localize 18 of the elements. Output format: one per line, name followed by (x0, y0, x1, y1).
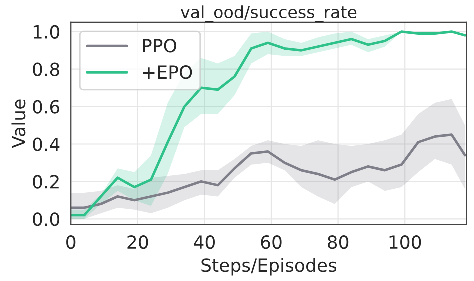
y-tick-label: 0.2 (33, 175, 59, 189)
legend-label: PPO (143, 39, 176, 53)
y-tick-label: 0.6 (33, 100, 60, 114)
legend-label: +EPO (143, 66, 192, 80)
x-tick-label: 0 (66, 236, 76, 250)
x-tick-label: 60 (261, 236, 282, 250)
x-tick-label: 80 (328, 236, 349, 250)
x-tick-label: 40 (194, 236, 215, 250)
y-axis-title: Value (12, 100, 26, 148)
x-tick-label: 100 (390, 236, 422, 250)
y-tick-label: 0.4 (33, 138, 60, 152)
x-tick-label: 20 (128, 236, 148, 250)
chart-title: val_ood/success_rate (180, 6, 357, 22)
line-series (71, 134, 466, 210)
y-tick-label: 0.8 (33, 62, 60, 76)
x-axis-title: Steps/Episodes (202, 258, 337, 276)
y-tick-label: 0.0 (33, 212, 60, 226)
y-tick-label: 1.0 (34, 25, 60, 39)
